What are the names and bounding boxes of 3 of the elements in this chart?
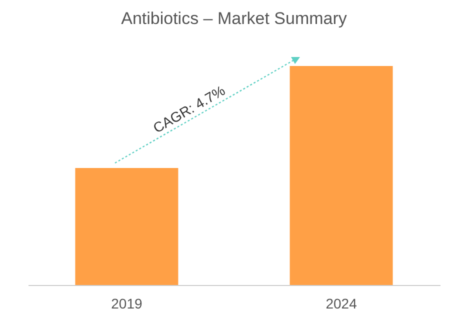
- x-tick-label: 2019: [111, 296, 142, 312]
- chart-title: Antibiotics – Market Summary: [121, 9, 348, 28]
- x-tick-label: 2024: [326, 296, 358, 312]
